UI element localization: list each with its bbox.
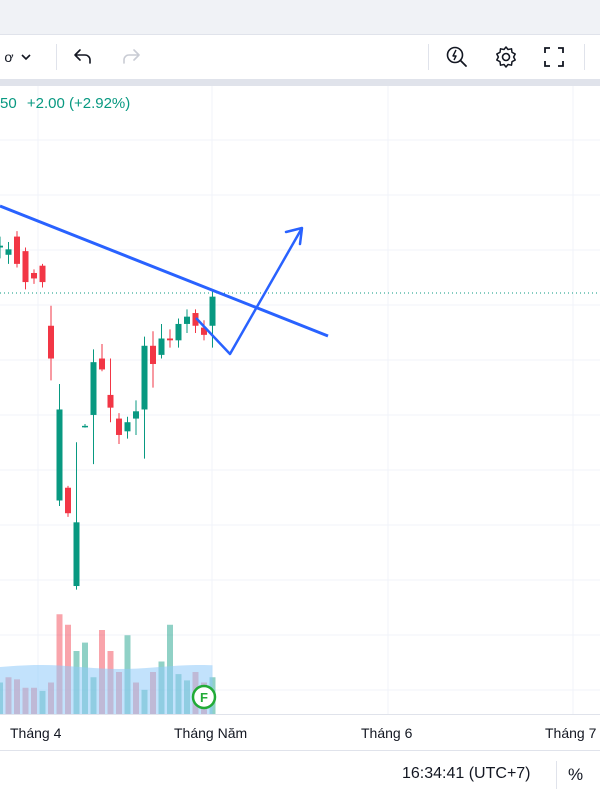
chart-type-selector[interactable]: ơ <box>0 43 36 71</box>
candle-body <box>141 345 148 410</box>
candle <box>158 323 165 359</box>
candle <box>73 442 80 590</box>
candle-body <box>14 236 20 264</box>
candle <box>0 236 3 259</box>
chart-toolbar: ơ <box>0 35 600 79</box>
volume-ma-area <box>0 665 213 714</box>
candle-body <box>90 362 97 415</box>
toolbar-divider <box>56 44 57 70</box>
candle <box>39 263 46 288</box>
time-tick-label: Tháng 6 <box>361 725 413 741</box>
candle <box>192 309 199 334</box>
candle-body <box>65 487 71 514</box>
candle-body <box>150 345 156 364</box>
trendline-drawing[interactable] <box>0 204 329 338</box>
top-strip <box>0 0 600 35</box>
candle-body <box>167 338 173 341</box>
candle <box>31 269 37 284</box>
candle <box>141 336 148 459</box>
arrow-head <box>284 226 304 246</box>
candle-body <box>56 409 63 501</box>
candle <box>167 329 173 348</box>
undo-icon <box>74 49 91 64</box>
legend-values: 50 +2.00 (+2.92%) <box>0 95 130 112</box>
candle-body <box>209 296 216 326</box>
candle-body <box>0 245 3 248</box>
volume-bar <box>56 614 63 714</box>
undo-button[interactable] <box>70 43 96 71</box>
settings-button[interactable] <box>492 43 520 71</box>
candle <box>116 413 122 445</box>
time-tick-label: Tháng 4 <box>10 725 62 741</box>
projection-path-drawing[interactable] <box>195 227 304 356</box>
candle-body <box>124 422 131 432</box>
gear-icon <box>496 46 516 68</box>
fullscreen-icon <box>544 47 564 67</box>
redo-icon <box>123 49 140 64</box>
candle-body <box>31 272 37 279</box>
quick-search-button[interactable] <box>443 43 471 71</box>
candle-body <box>175 323 182 341</box>
legend-last-value: 50 <box>0 95 17 112</box>
candle <box>175 318 182 348</box>
candlestick-chart[interactable]: F <box>0 86 600 714</box>
candle-body <box>5 249 12 255</box>
candle <box>133 400 139 435</box>
candle <box>201 320 207 341</box>
chart-pane[interactable]: F <box>0 86 600 714</box>
redo-button[interactable] <box>118 43 144 71</box>
candle-body <box>22 251 29 283</box>
quick-search-icon <box>446 46 467 67</box>
fullscreen-button[interactable] <box>540 43 568 71</box>
candle-body <box>133 411 139 419</box>
legend-change: +2.00 (+2.92%) <box>26 95 131 112</box>
candle <box>99 343 105 372</box>
candle-body <box>99 358 105 370</box>
percent-scale-button[interactable]: % <box>568 765 584 784</box>
candle-body <box>73 522 80 587</box>
earnings-marker-circle <box>191 684 217 710</box>
timezone-clock[interactable]: 16:34:41 (UTC+7) <box>402 765 531 782</box>
toolbar-shadow <box>0 79 600 86</box>
candle-body <box>116 418 122 435</box>
time-axis[interactable]: Tháng 4 Tháng Năm Tháng 6 Tháng 7 <box>0 714 600 751</box>
candle <box>5 242 12 264</box>
bottom-bar: 16:34:41 (UTC+7) % <box>0 750 600 801</box>
candle-body <box>48 325 54 359</box>
candle <box>14 231 20 268</box>
candle <box>65 485 71 517</box>
candle-body <box>201 327 207 335</box>
candle <box>150 331 156 388</box>
candle-body <box>184 316 190 324</box>
time-tick-label: Tháng Năm <box>174 725 248 741</box>
candle <box>82 424 88 428</box>
candle <box>90 349 97 465</box>
candle-body <box>158 338 165 355</box>
toolbar-divider <box>584 44 585 70</box>
candle <box>209 289 216 348</box>
candle-body <box>107 394 114 408</box>
candle <box>184 309 190 334</box>
candle <box>22 247 29 290</box>
candle <box>124 416 131 439</box>
earnings-marker-label: F <box>200 690 208 705</box>
candle <box>48 305 54 381</box>
earnings-marker[interactable]: F <box>191 684 217 710</box>
toolbar-divider <box>556 761 557 789</box>
chevron-down-icon <box>21 54 31 61</box>
candle <box>56 384 63 506</box>
candle-body <box>39 265 46 283</box>
candle-body <box>192 313 199 326</box>
candle-body <box>82 425 88 428</box>
chart-type-label: ơ <box>4 49 14 65</box>
toolbar-divider <box>428 44 429 70</box>
time-tick-label: Tháng 7 <box>545 725 597 741</box>
candle <box>107 358 114 423</box>
